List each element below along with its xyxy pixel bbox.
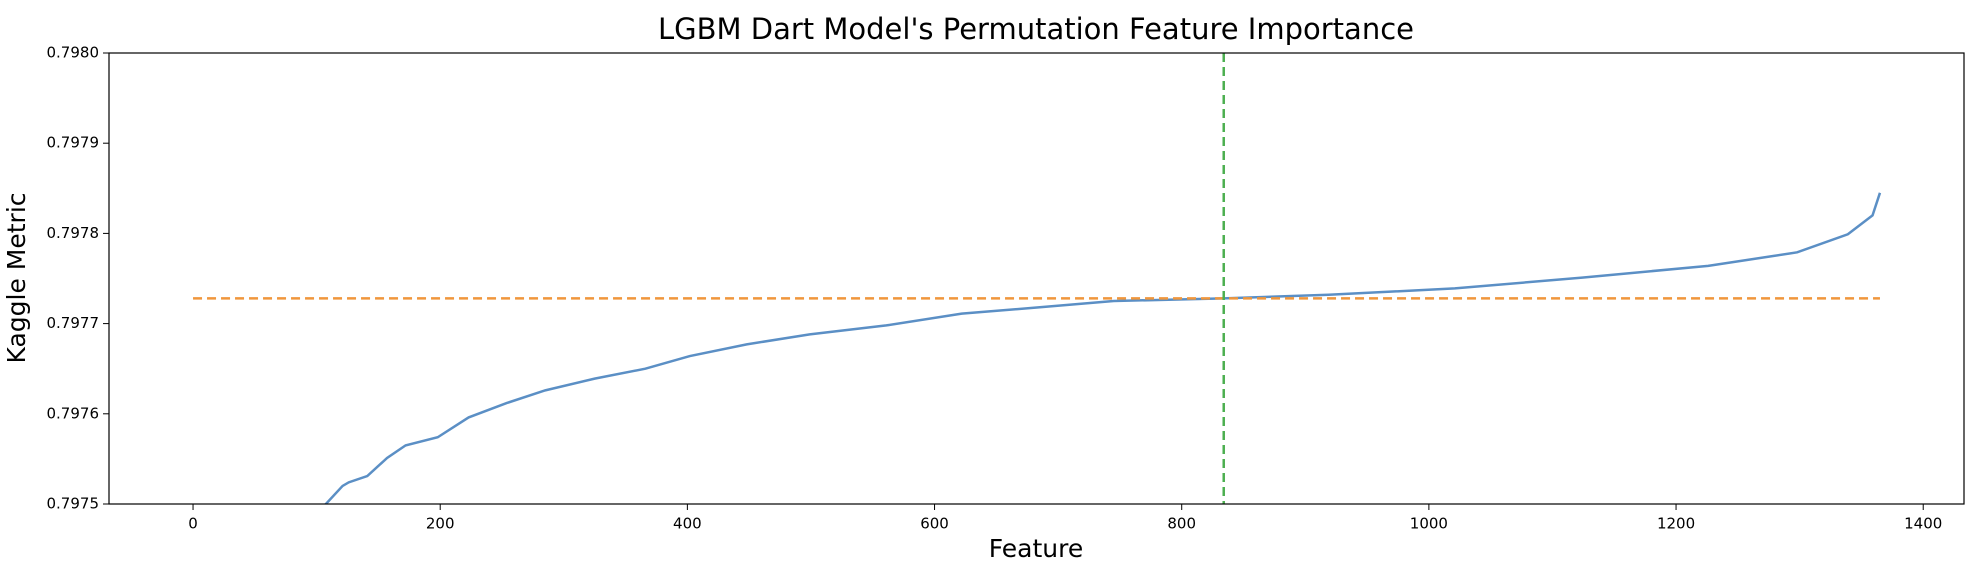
y-tick-label: 0.7977 xyxy=(47,314,100,332)
x-tick-label: 600 xyxy=(920,515,949,533)
x-tick-label: 1400 xyxy=(1904,515,1942,533)
x-tick-label: 400 xyxy=(673,515,702,533)
x-axis-label: Feature xyxy=(989,534,1083,563)
x-tick-label: 800 xyxy=(1167,515,1196,533)
y-axis-label: Kaggle Metric xyxy=(2,192,31,363)
y-tick-label: 0.7979 xyxy=(47,134,100,152)
y-tick-label: 0.7978 xyxy=(47,224,100,242)
y-tick-label: 0.7976 xyxy=(47,404,100,422)
x-tick-label: 0 xyxy=(188,515,198,533)
x-tick-label: 1200 xyxy=(1657,515,1695,533)
plot-frame xyxy=(108,52,1965,505)
y-tick-label: 0.7975 xyxy=(47,495,100,513)
x-tick-label: 1000 xyxy=(1410,515,1448,533)
y-tick-label: 0.7980 xyxy=(47,44,100,62)
data-line xyxy=(323,192,1882,504)
x-tick-label: 200 xyxy=(426,515,455,533)
chart-title: LGBM Dart Model's Permutation Feature Im… xyxy=(658,12,1414,46)
